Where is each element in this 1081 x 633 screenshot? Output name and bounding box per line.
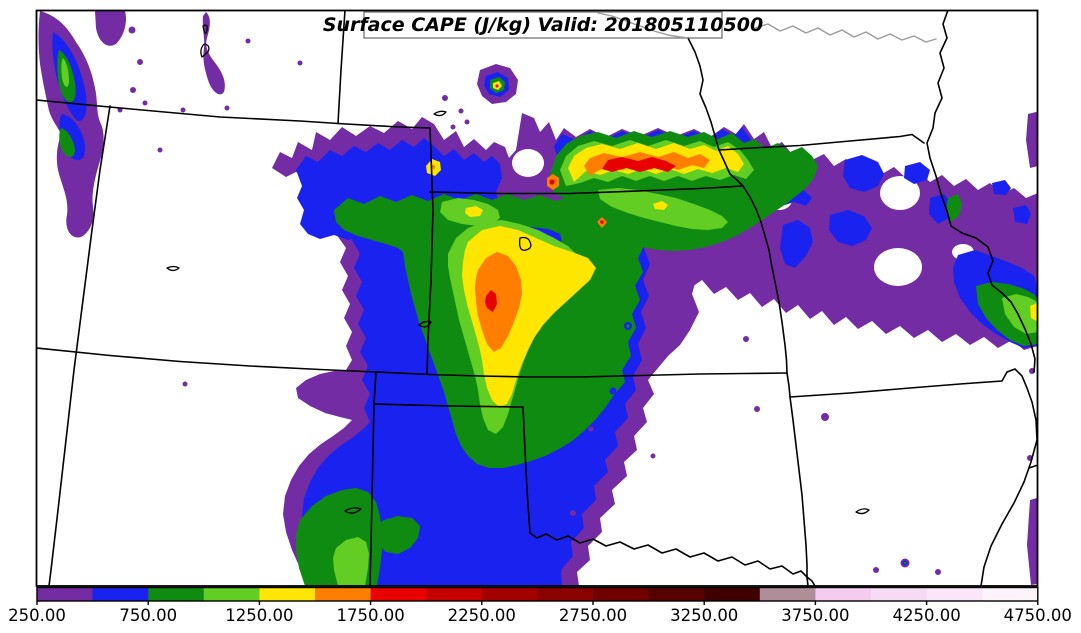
border-102W-colorado-kansas [426,127,434,375]
colorbar-tick-label: 1250.00 [225,606,293,625]
colorbar-segment [426,587,483,601]
colorbar-tick-label: 3750.00 [781,606,849,625]
contour-yellow-curl-east [653,201,668,210]
lake-mark [518,236,532,251]
lake-mark [202,24,208,34]
colorbar-segment [926,587,983,601]
contour-red-sd-dot [495,84,499,88]
border-40N-nebraska-kansas [429,185,744,195]
border-iowa-missouri-406N [718,133,925,151]
colorbar-tick-label: 750.00 [119,606,177,625]
border-mississippi-river-north [926,11,1036,373]
lakes [166,24,870,515]
contour-blue-arm-patch [904,162,930,184]
border-red-river-texas-oklahoma [529,532,816,586]
contour-blue-arm-patch [1013,205,1031,224]
border-41N-wyoming-colorado [37,99,431,129]
colorbar-segment [759,587,816,601]
lake-mark [855,508,870,515]
river-minnesota-east [754,23,937,43]
border-104W-wyoming-nebraska [337,11,346,125]
colorbar-segment [92,587,149,601]
contour-blue-arm-patch [829,210,872,246]
contour-blue-arm-patch [780,220,813,268]
contour-ltgreen-panhandle [333,537,369,586]
contour-ltgreen-corner [1002,294,1037,334]
colorbar-segments [37,587,1039,601]
colorbar-segment [982,587,1039,601]
border-oklahoma-panhandle [373,403,531,534]
contour-red-dot-left-streak [549,179,555,185]
contour-ltgreen-northwest [61,58,69,87]
contour-hole [880,176,920,210]
lake-mark [166,265,180,272]
border-103W-newmexico-texas [369,371,377,586]
contour-hole [512,149,544,177]
colorbar-tick-label: 2250.00 [448,606,516,625]
contour-red-streak [602,157,676,172]
contour-purple-edge-strip [1026,112,1037,168]
lake-mark [344,507,362,514]
contour-green-northwest-lower [59,128,75,158]
colorbar-segment [148,587,205,601]
colorbar-labels: 250.00 750.00 1250.00 1750.00 2250.00 2750.00… [8,606,1072,625]
contour-blue-arm-patch [992,180,1011,195]
colorbar-segment [259,587,316,601]
contour-red-dot-kansas [600,220,604,224]
contour-purple-specks [117,26,1035,575]
colorbar-segment [871,587,927,601]
contour-hole [874,248,922,286]
map-frame [35,9,1039,587]
border-37N-kansas-oklahoma [37,347,788,378]
map-title: Surface CAPE (J/kg) Valid: 201805110500 [323,14,763,36]
contour-blue-arm-patch [843,155,884,192]
colorbar-tick-label: 4250.00 [892,606,960,625]
colorbar-segment [203,587,260,601]
colorbar-ticks [36,601,1039,605]
contour-blue-arm-patch [929,194,952,224]
colorbar-segment [37,587,93,601]
colorbar-segment [593,587,649,601]
colorbar-outline [36,586,1039,602]
contour-orange-core [475,252,522,352]
colorbar-tick-label: 2750.00 [559,606,627,625]
colorbar-segment [537,587,594,601]
colorbar: 250.00 750.00 1250.00 1750.00 2250.00 2750.00… [8,586,1072,625]
colorbar-segment [648,587,705,601]
border-missouri-arkansas-bootheel [789,368,1037,586]
colorbar-segment [481,587,538,601]
colorbar-segment [704,587,761,601]
border-35N-stub [1028,464,1037,469]
lake-mark [433,110,447,117]
colorbar-segment [370,587,427,601]
river-minnesota-west [597,12,689,39]
border-missouri-river-946W [687,37,809,586]
border-109W-utah-colorado [48,105,111,586]
cape-filled-contours [38,11,1037,586]
contour-yellow-curl-west [465,206,483,217]
colorbar-tick-label: 3250.00 [670,606,738,625]
state-borders [37,11,1037,586]
colorbar-tick-label: 1750.00 [336,606,404,625]
colorbar-segment [815,587,872,601]
contour-purple-squiggle [202,12,225,95]
contour-green-panhandle-lump [372,516,420,554]
contour-hole [994,156,1018,174]
colorbar-segment [315,587,371,601]
lake-mark [200,43,210,58]
rivers [597,12,937,43]
contour-yellow-corner [1030,303,1037,322]
lake-mark [418,320,432,328]
contour-red-core [485,290,497,312]
contour-purple-northwest-lobe [95,11,126,46]
contour-green-river-sliver [946,194,962,222]
colorbar-tick-label: 4750.00 [1004,606,1072,625]
contour-purple-edge-strip [1027,498,1037,585]
colorbar-tick-label: 250.00 [8,606,66,625]
